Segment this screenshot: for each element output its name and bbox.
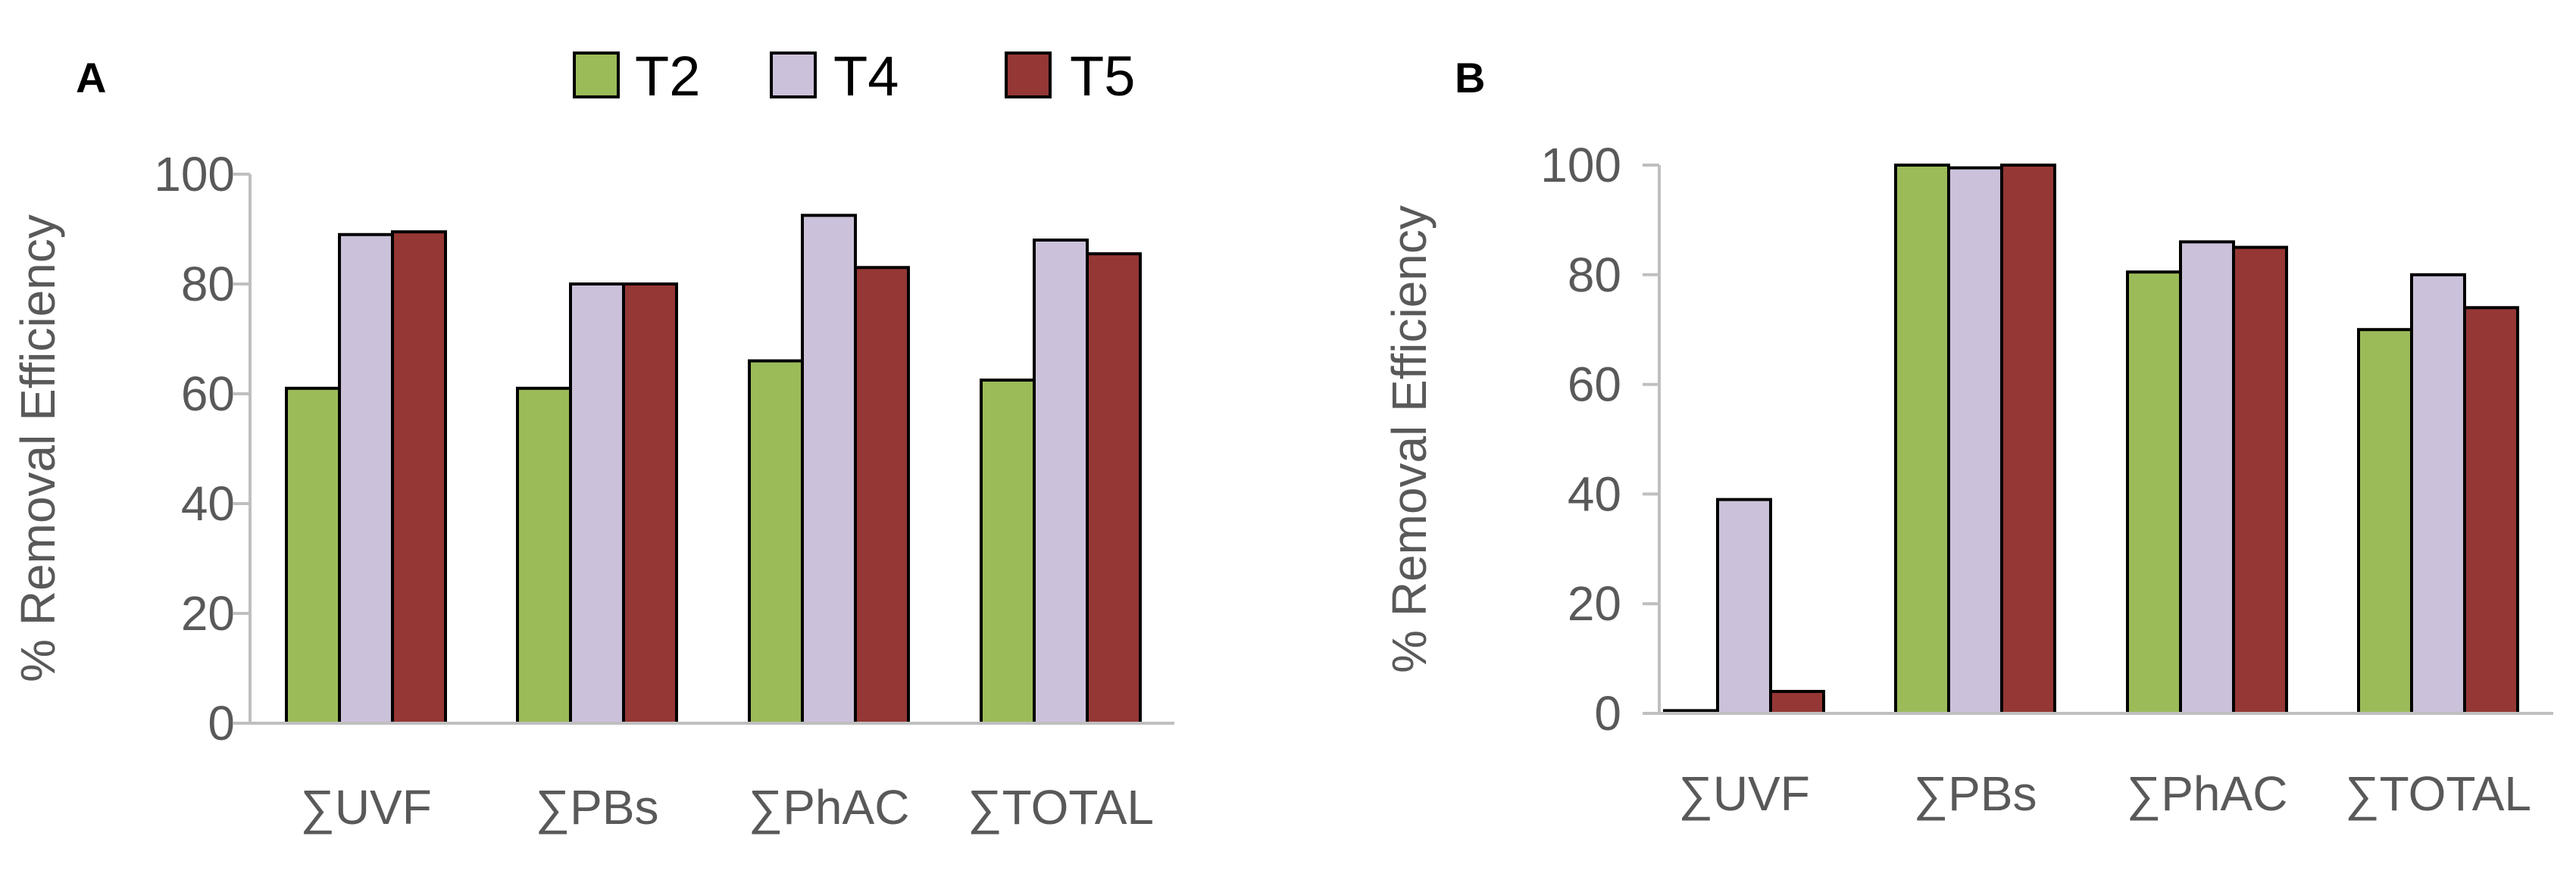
legend: T2 T4 T5 bbox=[573, 45, 1135, 108]
bar-t2-pbs bbox=[516, 386, 572, 725]
bar-t5-total bbox=[1086, 252, 1142, 725]
x-category-label: ∑PBs bbox=[536, 780, 659, 835]
y-tick-label: 0 bbox=[208, 696, 235, 750]
x-category-label: ∑PhAC bbox=[749, 780, 910, 835]
bar-t2-pbs bbox=[1894, 164, 1950, 715]
bar-t5-phac bbox=[2232, 245, 2288, 716]
bar-t5-total bbox=[2463, 306, 2519, 715]
y-tick-label: 40 bbox=[181, 476, 235, 531]
bar-t2-phac bbox=[748, 359, 804, 725]
legend-swatch-t2 bbox=[573, 51, 620, 98]
y-tick-label: 40 bbox=[1568, 466, 1621, 521]
x-category-label: ∑UVF bbox=[300, 780, 432, 835]
bar-t4-total bbox=[1033, 239, 1089, 725]
bar-t2-total bbox=[2357, 328, 2413, 715]
bar-t2-total bbox=[980, 378, 1036, 725]
y-axis-title: % Removal Efficiency bbox=[11, 214, 65, 682]
legend-swatch-t5 bbox=[1005, 51, 1052, 98]
bar-t4-phac bbox=[801, 214, 857, 725]
bar-t5-uvf bbox=[1769, 690, 1825, 715]
legend-label-t2: T2 bbox=[635, 45, 700, 108]
x-category-label: ∑PhAC bbox=[2127, 766, 2288, 821]
y-tick-label: 20 bbox=[181, 586, 235, 641]
panel-letter: A bbox=[76, 54, 106, 101]
bar-t4-phac bbox=[2179, 240, 2235, 715]
legend-label-t5: T5 bbox=[1070, 45, 1135, 108]
y-tick-label: 0 bbox=[1594, 686, 1621, 741]
bar-t5-pbs bbox=[622, 282, 678, 725]
bar-t5-phac bbox=[854, 266, 910, 725]
bar-t2-uvf bbox=[285, 386, 341, 725]
y-tick-label: 100 bbox=[154, 147, 235, 201]
y-tick-label: 80 bbox=[181, 257, 235, 311]
y-tick-label: 80 bbox=[1568, 248, 1621, 302]
x-category-label: ∑PBs bbox=[1914, 766, 2037, 821]
legend-label-t4: T4 bbox=[833, 45, 899, 108]
bar-t4-uvf bbox=[338, 232, 394, 725]
x-category-label: ∑TOTAL bbox=[968, 780, 1154, 835]
bar-t4-uvf bbox=[1716, 498, 1772, 715]
bar-t5-uvf bbox=[391, 230, 447, 725]
panel-letter: B bbox=[1455, 54, 1485, 101]
y-tick-label: 60 bbox=[1568, 357, 1621, 412]
bar-t5-pbs bbox=[2000, 164, 2056, 715]
bar-t4-pbs bbox=[1947, 166, 2003, 715]
bar-t4-pbs bbox=[569, 282, 625, 725]
x-category-label: ∑UVF bbox=[1678, 766, 1810, 821]
legend-swatch-t4 bbox=[770, 51, 817, 98]
y-tick-label: 20 bbox=[1568, 576, 1621, 631]
y-tick-label: 60 bbox=[181, 367, 235, 421]
y-tick-label: 100 bbox=[1540, 138, 1621, 192]
bar-t4-total bbox=[2410, 273, 2466, 715]
chart-panel-a: A % Removal Efficiency 0 20 40 60 80 100 ∑UVF ∑PB… bbox=[11, 54, 1174, 835]
bar-t2-phac bbox=[2126, 270, 2182, 715]
x-category-label: ∑TOTAL bbox=[2345, 766, 2531, 821]
chart-panel-b: B % Removal Efficiency 0 20 40 60 80 100 ∑UVF ∑PB… bbox=[1382, 54, 2553, 821]
y-axis-title: % Removal Efficiency bbox=[1382, 205, 1436, 673]
